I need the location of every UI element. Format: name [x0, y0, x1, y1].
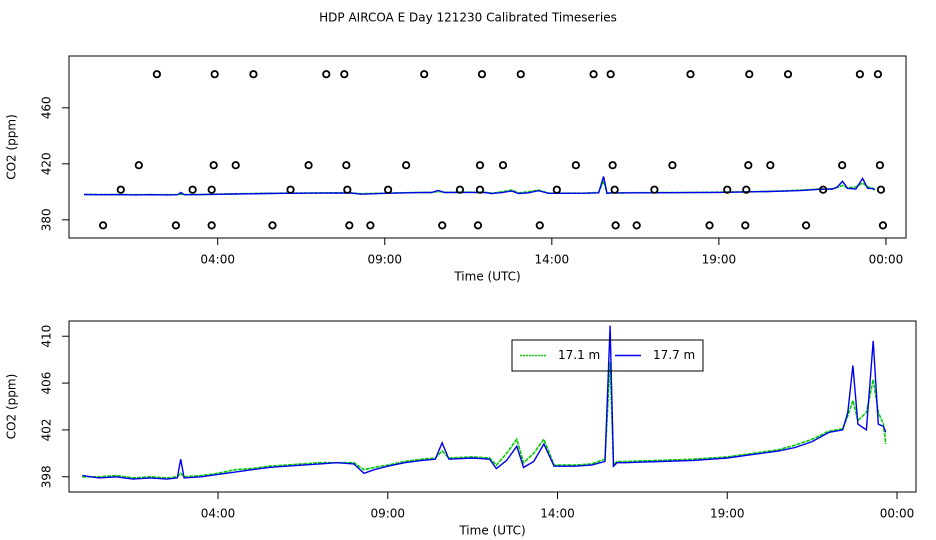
calibration-point [705, 221, 714, 230]
calibration-point [210, 70, 219, 79]
calibration-point [343, 185, 352, 194]
calibration-point [322, 70, 331, 79]
y-tick-label: 410 [40, 325, 54, 348]
calibration-point [571, 161, 580, 170]
calibration-point [402, 161, 411, 170]
calibration-point [878, 221, 888, 230]
calibration-point [606, 70, 615, 79]
calibration-point [304, 161, 313, 170]
x-tick-label: 09:00 [367, 253, 402, 267]
calibration-point [686, 70, 695, 79]
calibration-point [516, 70, 525, 79]
calibration-point [366, 221, 375, 230]
calibration-point [420, 70, 429, 79]
calibration-point [116, 185, 125, 194]
calibration-point [742, 185, 751, 194]
plot-frame [68, 320, 917, 493]
legend-box [511, 339, 704, 372]
calibration-point [209, 161, 218, 170]
calibration-point [611, 221, 620, 230]
chart-title: HDP AIRCOA E Day 121230 Calibrated Times… [319, 11, 617, 25]
calibration-point [650, 185, 659, 194]
y-axis-label: CO2 (ppm) [5, 114, 19, 180]
series-line [83, 176, 876, 196]
calibration-point [286, 185, 295, 194]
calibration-point [383, 185, 393, 194]
calibration-point [819, 185, 828, 194]
calibration-point [876, 185, 886, 194]
calibration-point [498, 161, 508, 170]
calibration-point [134, 161, 143, 170]
calibration-point [741, 221, 750, 230]
calibration-point [475, 185, 485, 194]
x-tick-label: 00:00 [869, 253, 904, 267]
calibration-point [745, 70, 754, 79]
calibration-point [873, 70, 883, 79]
x-tick-label: 19:00 [710, 507, 745, 521]
calibration-point [98, 221, 108, 230]
y-tick-label: 398 [40, 465, 54, 488]
y-tick-label: 406 [40, 372, 54, 395]
calibration-point [188, 185, 197, 194]
x-tick-label: 09:00 [370, 507, 405, 521]
calibration-point [171, 221, 181, 230]
calibration-point [207, 221, 216, 230]
calibration-point [723, 185, 732, 194]
calibration-point [345, 221, 354, 230]
calibration-point [838, 161, 847, 170]
calibration-point [249, 70, 258, 79]
calibration-point [268, 221, 277, 230]
calibration-point [608, 161, 617, 170]
calibration-point [610, 185, 619, 194]
calibration-point [589, 70, 598, 79]
calibration-point [535, 221, 544, 230]
calibration-point [342, 161, 351, 170]
calibration-point [744, 161, 753, 170]
y-tick-label: 460 [40, 96, 54, 119]
x-tick-label: 14:00 [540, 507, 575, 521]
x-tick-label: 04:00 [201, 507, 236, 521]
calibration-point [152, 70, 161, 79]
calibration-point [766, 161, 775, 170]
x-axis-label: Time (UTC) [458, 524, 525, 538]
series-line [82, 325, 887, 480]
x-tick-label: 14:00 [535, 253, 570, 267]
calibration-point [475, 161, 485, 170]
legend-label: 17.7 m [653, 348, 695, 362]
x-tick-label: 04:00 [200, 253, 235, 267]
calibration-point [231, 161, 240, 170]
calibration-point [340, 70, 349, 79]
x-axis-label: Time (UTC) [453, 270, 520, 284]
y-tick-label: 402 [40, 418, 54, 441]
x-tick-label: 19:00 [702, 253, 737, 267]
calibration-point [855, 70, 864, 79]
calibration-point [207, 185, 216, 194]
y-axis-label: CO2 (ppm) [5, 374, 19, 440]
series-line [82, 361, 887, 479]
calibration-point [875, 161, 885, 170]
y-tick-label: 420 [40, 152, 54, 175]
calibration-point [632, 221, 641, 230]
plot-frame [68, 55, 907, 239]
calibration-point [438, 221, 447, 230]
calibration-point [552, 185, 561, 194]
calibration-point [801, 221, 811, 230]
calibration-point [455, 185, 465, 194]
calibration-point [477, 70, 487, 79]
calibration-point [783, 70, 793, 79]
calibration-point [473, 221, 483, 230]
x-tick-label: 00:00 [880, 507, 915, 521]
legend-label: 17.1 m [558, 348, 600, 362]
y-tick-label: 380 [40, 208, 54, 231]
calibration-point [668, 161, 677, 170]
